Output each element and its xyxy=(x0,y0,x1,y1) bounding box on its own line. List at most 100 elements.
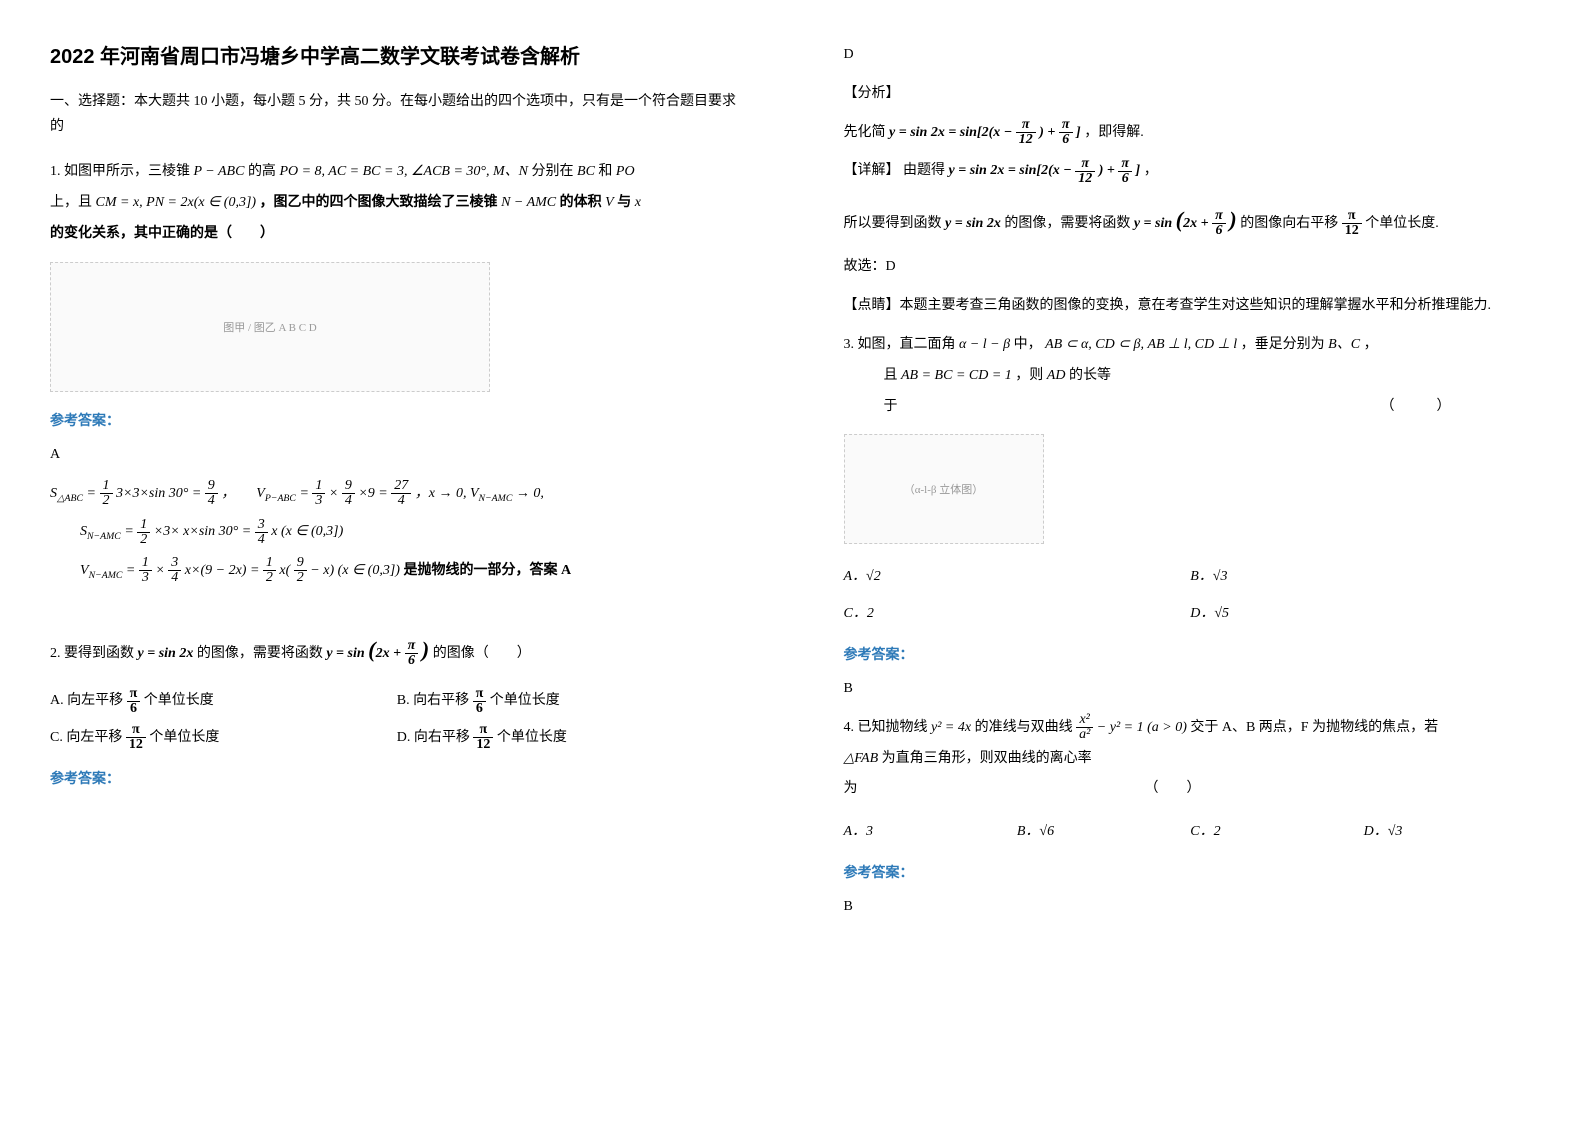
t: y = sin 2x xyxy=(138,646,194,661)
q2-analysis-line1: 先化简 y = sin 2x = sin[2(x − π12 ) + π6 ] … xyxy=(844,118,1538,149)
t: ×3× x×sin 30° = xyxy=(154,524,255,539)
question-4: 4. 已知抛物线 y² = 4x 的准线与双曲线 x²a² − y² = 1 (… xyxy=(844,713,1538,805)
q4-answer-letter: B xyxy=(844,892,1538,923)
t: 6 xyxy=(1118,172,1132,186)
t: P−ABC xyxy=(265,492,296,503)
t: 6 xyxy=(473,702,487,716)
t: 为直角三角形，则双曲线的离心率 xyxy=(882,751,1092,766)
t: 中， xyxy=(1014,337,1042,352)
q4-options: A．3 B．√6 C．2 D．√3 xyxy=(844,817,1538,848)
t: y = sin 2x xyxy=(945,216,1001,231)
t: 个单位长度 xyxy=(149,730,219,745)
q1-text: 的高 xyxy=(248,164,280,179)
q2-answer-letter: D xyxy=(844,40,1538,71)
t: 的长等 xyxy=(1069,368,1111,383)
q1-text: 与 xyxy=(617,195,635,210)
t: B．√3 xyxy=(1190,562,1537,593)
t: 1 xyxy=(137,518,150,533)
t: y = sin xyxy=(326,646,364,661)
q1-answer-eq3: VN−AMC = 13 × 34 x×(9 − 2x) = 12 x( 92 −… xyxy=(80,556,744,587)
t: ，x → 0, V xyxy=(415,486,479,501)
t: ， xyxy=(1144,163,1158,178)
q2-options-row1: A. 向左平移 π6 个单位长度 B. 向右平移 π6 个单位长度 xyxy=(50,686,744,717)
q1-text: 上，且 xyxy=(50,195,96,210)
t: 个单位长度 xyxy=(144,693,214,708)
t: = xyxy=(124,524,137,539)
q1-figure: 图甲 / 图乙 A B C D xyxy=(50,262,490,392)
t: 9 xyxy=(294,556,307,571)
t: 27 xyxy=(391,479,411,494)
t: × xyxy=(329,486,338,501)
t: 交于 A、B 两点，F 为抛物线的焦点，若 xyxy=(1190,720,1438,735)
t: 的图像，需要将函数 xyxy=(1004,216,1134,231)
question-2: 2. 要得到函数 y = sin 2x 的图像，需要将函数 y = sin (2… xyxy=(50,625,744,674)
t: 的图像（ ） xyxy=(433,646,531,661)
t: 3×3×sin 30° = xyxy=(116,486,205,501)
t: AD xyxy=(1047,368,1066,383)
t: a² xyxy=(1076,728,1093,742)
q1-text: 的体积 xyxy=(560,195,606,210)
t: B. 向右平移 xyxy=(397,693,473,708)
q3-figure: （α-l-β 立体图） xyxy=(844,434,1044,544)
t: 2x + xyxy=(1183,216,1212,231)
q1-expr-pabc: P − ABC xyxy=(194,164,245,179)
t: = xyxy=(87,486,100,501)
t: 1 xyxy=(312,479,325,494)
t: 是抛物线的一部分，答案 A xyxy=(403,563,571,578)
t: 个单位长度. xyxy=(1365,216,1439,231)
t: 先化简 xyxy=(844,125,890,140)
t: 【点睛】 xyxy=(844,298,900,313)
t: ×9 = xyxy=(358,486,391,501)
t: 4 xyxy=(255,533,268,547)
t: B、C xyxy=(1328,337,1360,352)
t: ，即得解. xyxy=(1084,125,1144,140)
t: ) + xyxy=(1039,125,1059,140)
t: A. 向左平移 xyxy=(50,693,127,708)
t: 所以要得到函数 xyxy=(844,216,946,231)
t: x (x ∈ (0,3]) xyxy=(271,524,343,539)
t: 2. 要得到函数 xyxy=(50,646,138,661)
t: y = sin 2x = sin[2(x − xyxy=(889,125,1016,140)
q1-expr-namc: N − AMC xyxy=(501,195,556,210)
right-column: D 【分析】 先化简 y = sin 2x = sin[2(x − π12 ) … xyxy=(794,0,1587,1122)
t: y = sin 2x = sin[2(x − xyxy=(949,163,1076,178)
t: 3 xyxy=(312,494,325,508)
t: → 0, xyxy=(516,486,544,501)
q1-answer-eq2: SN−AMC = 12 ×3× x×sin 30° = 34 x (x ∈ (0… xyxy=(80,517,744,548)
t: ] xyxy=(1136,163,1141,178)
t: 4 xyxy=(168,571,181,585)
q2-options-row2: C. 向左平移 π12 个单位长度 D. 向右平移 π12 个单位长度 xyxy=(50,723,744,754)
q1-expr-v: V xyxy=(605,195,614,210)
t: V xyxy=(80,563,89,578)
q1-expr-po2: PO xyxy=(616,164,635,179)
t: D. 向右平移 xyxy=(397,730,474,745)
t: 3. 如图，直二面角 xyxy=(844,337,960,352)
q1-text: 分别在 xyxy=(532,164,578,179)
t: α − l − β xyxy=(959,337,1010,352)
t: 9 xyxy=(342,479,355,494)
t: C. 向左平移 xyxy=(50,730,126,745)
t: π xyxy=(1212,209,1226,224)
t: N−AMC xyxy=(479,492,513,503)
t: B．√6 xyxy=(1017,817,1190,848)
q1-expr-po: PO = 8, AC = BC = 3, ∠ACB = 30°, M、N xyxy=(279,164,528,179)
t: π xyxy=(473,687,487,702)
t: x² xyxy=(1076,713,1093,728)
q3-options-row2: C．2 D．√5 xyxy=(844,599,1538,630)
t: 12 xyxy=(473,738,493,752)
t: A．3 xyxy=(844,817,1017,848)
t: = xyxy=(299,486,312,501)
t: 于 （ ） xyxy=(884,399,1451,414)
t: y² = 4x xyxy=(931,720,971,735)
analysis-label: 【分析】 xyxy=(844,79,1538,110)
t: ， xyxy=(1364,337,1378,352)
q3-answer-letter: B xyxy=(844,674,1538,705)
q1-expr-bc: BC xyxy=(577,164,595,179)
t: 2 xyxy=(263,571,276,585)
t: π xyxy=(127,687,141,702)
t: 12 xyxy=(1016,133,1036,147)
t: 由题得 xyxy=(903,163,949,178)
answer-label: 参考答案： xyxy=(844,644,1538,664)
q1-answer-eq1: S△ABC = 12 3×3×sin 30° = 94 ， VP−ABC = 1… xyxy=(50,479,744,510)
page-title: 2022 年河南省周口市冯塘乡中学高二数学文联考试卷含解析 xyxy=(50,40,744,69)
